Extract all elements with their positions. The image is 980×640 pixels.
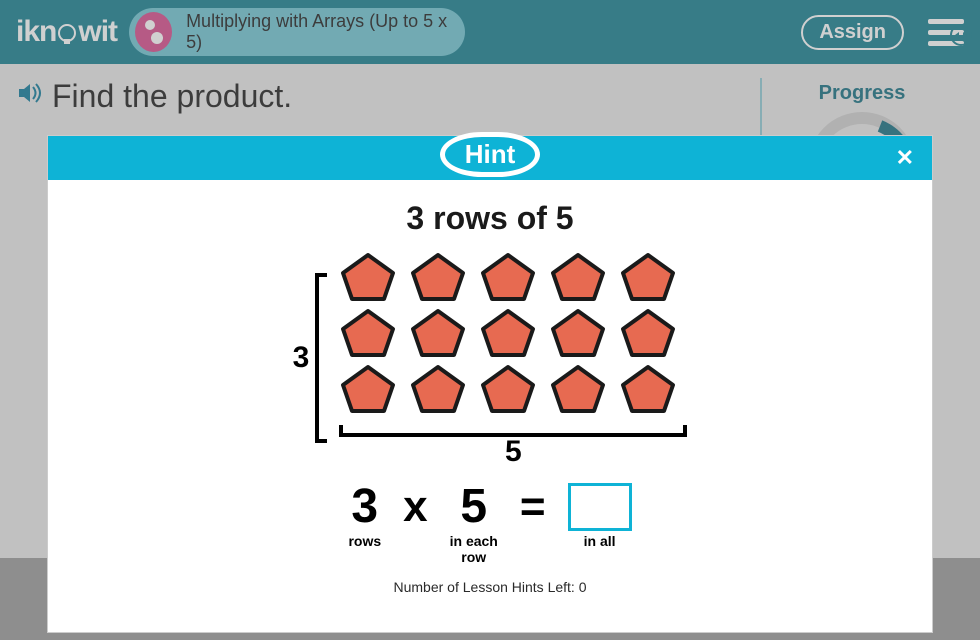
pentagon-icon bbox=[339, 251, 397, 303]
equation: 3 rows x 5 in eachrow = in all bbox=[348, 483, 631, 565]
eq-factor-b: 5 bbox=[460, 483, 487, 531]
row-count-label: 3 bbox=[293, 341, 310, 375]
hint-badge: Hint bbox=[440, 132, 541, 177]
answer-input-box[interactable] bbox=[568, 483, 632, 531]
expand-icon[interactable] bbox=[950, 24, 972, 52]
pentagon-row bbox=[339, 251, 687, 303]
progress-label: Progress bbox=[762, 82, 962, 105]
lesson-pill[interactable]: Multiplying with Arrays (Up to 5 x 5) bbox=[129, 8, 465, 56]
eq-operator-equals: = bbox=[520, 483, 546, 531]
eq-label-a: rows bbox=[348, 533, 381, 549]
speaker-icon[interactable] bbox=[18, 82, 44, 111]
lesson-icon bbox=[135, 12, 172, 52]
pentagon-icon bbox=[409, 363, 467, 415]
col-count-label: 5 bbox=[505, 435, 522, 469]
logo-text-b: wit bbox=[78, 15, 117, 49]
pentagon-row bbox=[339, 363, 687, 415]
pentagon-icon bbox=[479, 307, 537, 359]
pentagon-icon bbox=[479, 251, 537, 303]
hint-modal-body: 3 rows of 5 3 5 3 rows bbox=[48, 180, 932, 632]
eq-label-answer: in all bbox=[584, 533, 616, 549]
eq-label-b: in eachrow bbox=[450, 533, 498, 565]
logo[interactable]: ikn wit bbox=[16, 15, 117, 49]
row-bracket: 3 bbox=[293, 247, 330, 469]
hint-modal: Hint ✕ 3 rows of 5 3 5 bbox=[48, 136, 932, 632]
lesson-title: Multiplying with Arrays (Up to 5 x 5) bbox=[186, 11, 447, 53]
pentagon-icon bbox=[409, 251, 467, 303]
close-icon[interactable]: ✕ bbox=[896, 145, 914, 171]
left-bracket-icon bbox=[315, 273, 329, 443]
question-text: Find the product. bbox=[52, 78, 292, 115]
logo-text-a: ikn bbox=[16, 15, 56, 49]
assign-button[interactable]: Assign bbox=[801, 15, 904, 50]
hint-modal-header: Hint ✕ bbox=[48, 136, 932, 180]
pentagon-grid bbox=[339, 247, 687, 421]
eq-factor-a: 3 bbox=[351, 483, 378, 531]
pentagon-icon bbox=[479, 363, 537, 415]
col-bracket: 5 bbox=[339, 423, 687, 469]
pentagon-icon bbox=[339, 363, 397, 415]
array-diagram: 3 5 bbox=[293, 247, 688, 469]
pentagon-icon bbox=[339, 307, 397, 359]
pentagon-icon bbox=[549, 251, 607, 303]
pentagon-icon bbox=[549, 307, 607, 359]
app-header: ikn wit Multiplying with Arrays (Up to 5… bbox=[0, 0, 980, 64]
pentagon-icon bbox=[549, 363, 607, 415]
hints-remaining-text: Number of Lesson Hints Left: 0 bbox=[394, 579, 587, 595]
lightbulb-icon bbox=[57, 22, 77, 42]
eq-operator-times: x bbox=[403, 483, 427, 531]
pentagon-row bbox=[339, 307, 687, 359]
pentagon-icon bbox=[409, 307, 467, 359]
pentagon-icon bbox=[619, 363, 677, 415]
pentagon-icon bbox=[619, 251, 677, 303]
pentagon-icon bbox=[619, 307, 677, 359]
hint-title: 3 rows of 5 bbox=[406, 200, 573, 237]
